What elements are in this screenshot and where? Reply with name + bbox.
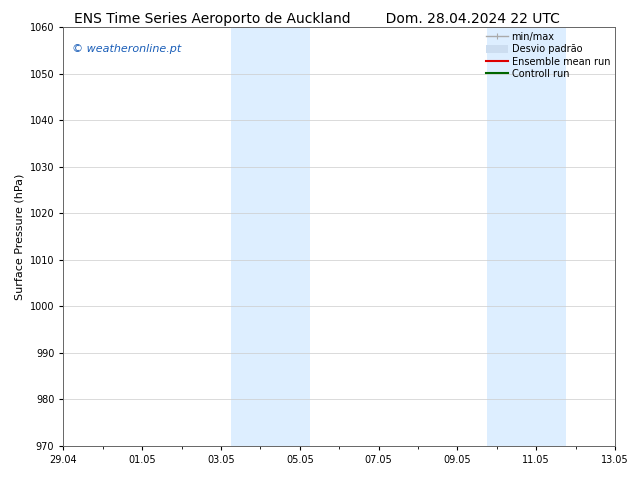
Text: © weatheronline.pt: © weatheronline.pt	[72, 44, 181, 54]
Bar	[487, 27, 566, 446]
Bar	[231, 27, 309, 446]
Legend: min/max, Desvio padrão, Ensemble mean run, Controll run: min/max, Desvio padrão, Ensemble mean ru…	[484, 30, 612, 81]
Y-axis label: Surface Pressure (hPa): Surface Pressure (hPa)	[14, 173, 24, 299]
Text: ENS Time Series Aeroporto de Auckland        Dom. 28.04.2024 22 UTC: ENS Time Series Aeroporto de Auckland Do…	[74, 12, 560, 26]
